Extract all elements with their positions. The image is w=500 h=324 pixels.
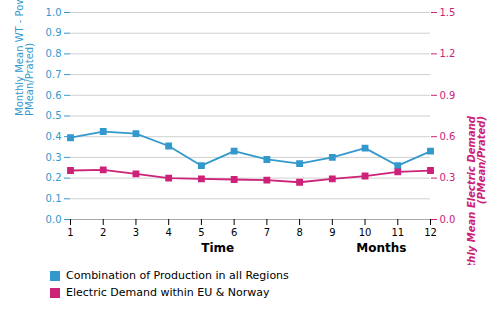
svg-text:0.3: 0.3 <box>46 152 62 163</box>
svg-text:0.2: 0.2 <box>46 172 62 183</box>
svg-text:5: 5 <box>198 227 204 238</box>
svg-text:3: 3 <box>133 227 139 238</box>
svg-text:8: 8 <box>296 227 302 238</box>
svg-text:1.2: 1.2 <box>440 48 456 59</box>
svg-text:Months: Months <box>356 241 406 255</box>
svg-text:0.8: 0.8 <box>46 48 62 59</box>
svg-text:6: 6 <box>231 227 237 238</box>
svg-text:1.5: 1.5 <box>440 7 456 18</box>
html-text:Combination of Production in a: Combination of Production in all Regions <box>66 269 289 282</box>
svg-text:9: 9 <box>329 227 335 238</box>
svg-text:10: 10 <box>359 227 372 238</box>
svg-text:0.6: 0.6 <box>440 131 456 142</box>
svg-text:0.5: 0.5 <box>46 110 62 121</box>
svg-text:2: 2 <box>100 227 106 238</box>
svg-text:0.1: 0.1 <box>46 193 62 204</box>
svg-text:4: 4 <box>165 227 171 238</box>
svg-text:0.4: 0.4 <box>46 131 62 142</box>
svg-text:1.0: 1.0 <box>46 7 62 18</box>
svg-text:0.9: 0.9 <box>440 90 456 101</box>
svg-text:0.7: 0.7 <box>46 69 62 80</box>
html-text:Electric Demand within EU & No: Electric Demand within EU & Norway <box>66 286 270 299</box>
svg-text:0.9: 0.9 <box>46 27 62 38</box>
svg-text:0.0: 0.0 <box>440 214 456 225</box>
svg-text:Monthly Mean Electric Demand(P: Monthly Mean Electric Demand(PMean/Prate… <box>466 115 487 265</box>
svg-text:12: 12 <box>424 227 437 238</box>
svg-text:11: 11 <box>391 227 404 238</box>
svg-text:7: 7 <box>264 227 270 238</box>
svg-text:0.3: 0.3 <box>440 172 456 183</box>
svg-text:Monthly Mean WT - PowerPMean/P: Monthly Mean WT - PowerPMean/Prated) <box>14 0 35 116</box>
svg-text:Time: Time <box>201 241 234 255</box>
svg-text:0.6: 0.6 <box>46 90 62 101</box>
svg-text:0.0: 0.0 <box>46 214 62 225</box>
svg-text:1: 1 <box>67 227 73 238</box>
